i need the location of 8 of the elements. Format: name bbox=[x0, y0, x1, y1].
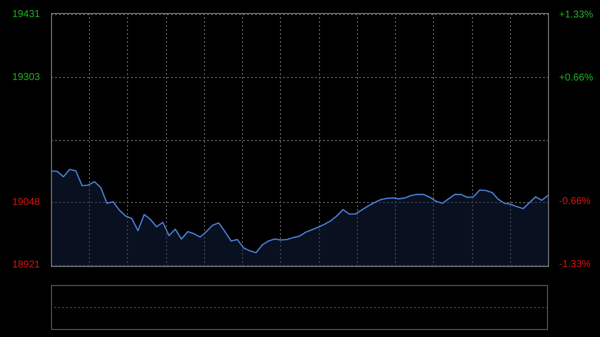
y2-tick-label: -1.33% bbox=[559, 258, 591, 270]
y-tick-label: 19303 bbox=[12, 72, 40, 83]
y2-tick-label: +0.66% bbox=[559, 72, 594, 84]
y2-tick-label: -0.66% bbox=[559, 196, 591, 208]
y-tick-label: 19048 bbox=[12, 197, 40, 208]
y-tick-label: 18921 bbox=[12, 259, 40, 270]
y2-tick-label: +1.33% bbox=[559, 10, 594, 21]
y-tick-label: 19431 bbox=[12, 9, 40, 20]
